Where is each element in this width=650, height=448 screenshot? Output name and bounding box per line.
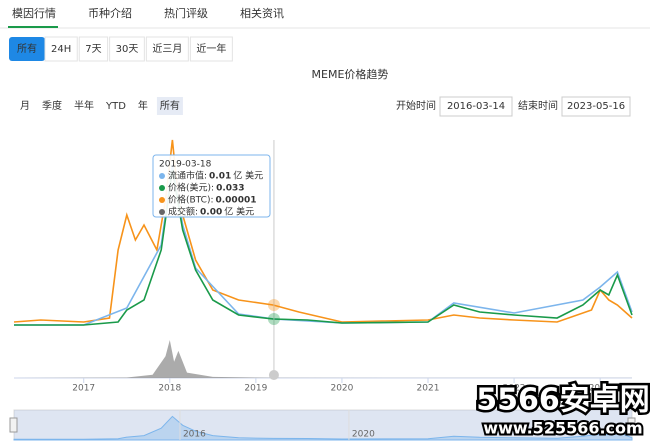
- range-button[interactable]: 近一年: [196, 42, 226, 55]
- tooltip-dot: [159, 197, 165, 203]
- tooltip-value: 0.00: [200, 208, 222, 218]
- chart-title: MEME价格趋势: [312, 67, 389, 81]
- start-label: 开始时间: [396, 99, 436, 112]
- range-button[interactable]: 近三月: [152, 42, 182, 55]
- tab-bar: [0, 0, 650, 28]
- series-line: [14, 164, 633, 326]
- x-tick-label: 2020: [330, 384, 353, 394]
- range-button[interactable]: 所有: [17, 42, 37, 55]
- series-line: [14, 169, 633, 326]
- x-tick-label: 2018: [158, 384, 181, 394]
- zoom-button[interactable]: YTD: [105, 101, 126, 112]
- navigator-series: [13, 415, 633, 441]
- end-label: 结束时间: [518, 99, 558, 112]
- range-box: [78, 36, 109, 62]
- tooltip-unit: 亿 美元: [233, 170, 263, 182]
- x-tick-label: 2022: [503, 384, 526, 394]
- start-box[interactable]: [439, 96, 513, 117]
- series-line: [13, 139, 633, 323]
- zoom-button[interactable]: 所有: [160, 99, 180, 112]
- tab[interactable]: 模因行情: [12, 7, 56, 20]
- range-button[interactable]: 30天: [116, 44, 139, 55]
- tooltip-unit: 亿 美元: [224, 206, 254, 218]
- nav-handle[interactable]: [9, 417, 18, 433]
- tooltip-label: 流通市值:: [168, 170, 207, 182]
- navigator-mask: [14, 410, 632, 440]
- nav-handle[interactable]: [627, 417, 636, 433]
- x-tick-label: 2019: [244, 384, 267, 394]
- tooltip-label: 价格(美元):: [168, 182, 214, 194]
- tab-underline: [8, 26, 58, 28]
- zoom-button[interactable]: 半年: [74, 99, 94, 112]
- range-active: [9, 37, 45, 61]
- hover-marker: [268, 370, 279, 380]
- tab[interactable]: 热门评级: [164, 6, 208, 20]
- tooltip-value: 0.01: [209, 172, 231, 182]
- range-button[interactable]: 7天: [85, 44, 101, 55]
- range-box: [109, 36, 145, 62]
- end-box[interactable]: [561, 96, 631, 117]
- range-button[interactable]: 24H: [51, 44, 71, 55]
- x-tick-label: 2017: [72, 384, 95, 394]
- watermark-url: www.525566.com: [483, 419, 642, 438]
- volume-area: [14, 340, 632, 378]
- range-box: [145, 36, 189, 62]
- x-tick-label: 2021: [417, 384, 440, 394]
- tooltip-date: 2019-03-18: [159, 160, 212, 170]
- hover-marker: [267, 299, 280, 311]
- tab[interactable]: 币种介绍: [88, 6, 132, 20]
- tab[interactable]: 相关资讯: [240, 6, 284, 20]
- navigator-label: 2020: [352, 430, 375, 440]
- tooltip-dot: [159, 173, 165, 179]
- tooltip-value: 0.033: [216, 184, 244, 194]
- start-date: 2016-03-14: [447, 101, 505, 112]
- tooltip-value: 0.00001: [215, 196, 256, 206]
- range-box: [189, 36, 233, 62]
- zoom-button[interactable]: 月: [20, 100, 30, 112]
- navigator[interactable]: [13, 409, 633, 441]
- tooltip-label: 成交额:: [168, 206, 198, 218]
- tooltip-dot: [159, 185, 165, 191]
- navigator-label: 2016: [183, 430, 206, 440]
- range-box: [44, 36, 78, 62]
- zoom-button[interactable]: 季度: [42, 99, 62, 112]
- tooltip-box: [152, 154, 271, 218]
- tooltip-label: 价格(BTC):: [168, 194, 213, 206]
- x-tick-label: 2023: [589, 384, 612, 394]
- watermark-title: 5566安卓网: [476, 383, 650, 418]
- end-date: 2023-05-16: [567, 101, 625, 112]
- tooltip-dot: [159, 209, 165, 215]
- zoom-button[interactable]: 年: [138, 99, 148, 112]
- hover-marker: [267, 313, 280, 325]
- zoom-active: [156, 97, 183, 115]
